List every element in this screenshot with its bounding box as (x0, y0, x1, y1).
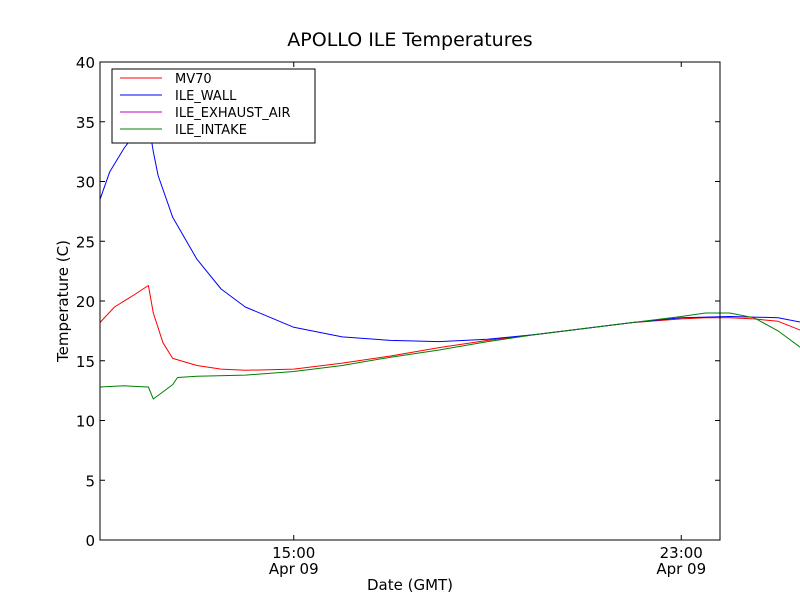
legend-label-ile-exhaust-air: ILE_EXHAUST_AIR (175, 106, 291, 121)
plot-frame (99, 61, 721, 541)
y-tick-label: 25 (76, 233, 95, 251)
series-line-mv70 (99, 285, 800, 371)
y-tick-label: 5 (85, 472, 95, 490)
y-tick-label: 30 (76, 174, 95, 192)
y-tick-label: 20 (76, 293, 95, 311)
legend-label-ile-wall: ILE_WALL (175, 89, 237, 104)
x-tick-label-time: 15:00 (272, 544, 315, 562)
series-layer (99, 121, 800, 400)
chart-title: APOLLO ILE Temperatures (287, 29, 532, 51)
y-tick-label: 40 (76, 54, 95, 72)
x-tick-label-date: Apr 09 (656, 560, 706, 578)
legend-label-mv70: MV70 (175, 72, 212, 87)
x-tick-label-time: 23:00 (660, 544, 703, 562)
legend-label-ile-intake: ILE_INTAKE (175, 123, 247, 138)
legend-box (111, 68, 316, 144)
series-line-ile-wall (99, 121, 800, 343)
y-tick-label: 35 (76, 114, 95, 132)
y-tick-label: 15 (76, 353, 95, 371)
x-axis-label: Date (GMT) (367, 576, 453, 594)
x-tick-label-date: Apr 09 (269, 560, 319, 578)
series-line-ile-intake (99, 312, 800, 400)
y-axis-label: Temperature (C) (54, 240, 72, 363)
y-tick-label: 10 (76, 413, 95, 431)
y-tick-label: 0 (85, 532, 95, 550)
legend: MV70 ILE_WALL ILE_EXHAUST_AIR ILE_INTAKE (111, 68, 316, 144)
